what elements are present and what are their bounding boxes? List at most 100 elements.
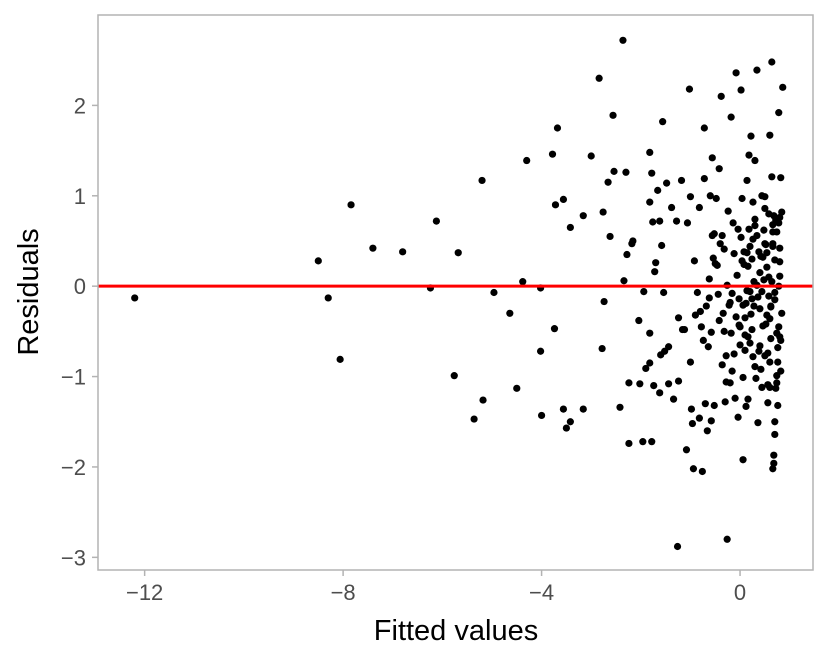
data-point [766,131,774,139]
data-point [674,377,683,385]
y-axis-title: Residuals [13,228,45,355]
data-point [774,358,782,366]
data-point [740,260,748,269]
data-point [697,323,705,331]
data-point [769,465,777,473]
data-point [695,414,703,422]
data-point [741,331,749,339]
data-point [710,401,718,410]
data-point [369,244,377,252]
data-point [756,342,764,350]
data-point [620,277,628,285]
data-point [750,278,758,286]
data-point [579,405,587,413]
data-point [771,288,779,297]
data-point [767,334,775,343]
data-point [750,302,758,310]
x-tick-label: 0 [734,580,746,605]
data-point [715,165,723,173]
data-point [669,395,678,403]
data-point [770,451,778,459]
data-point [761,240,769,248]
data-point [663,179,671,187]
data-point [723,535,731,543]
data-point [562,424,570,432]
data-point [432,217,440,225]
data-point [648,169,656,177]
data-point [720,327,728,335]
data-point [704,343,712,351]
data-point [747,310,755,318]
data-point [764,399,772,407]
y-tick-label: −3 [61,545,86,570]
data-point [722,352,730,360]
data-point [678,325,687,334]
data-point [707,328,715,336]
data-point [761,204,769,213]
data-point [751,222,759,230]
data-point [753,66,761,74]
x-tick-label: −12 [126,580,163,605]
data-point [685,85,694,93]
data-point [682,446,691,454]
data-point [646,329,654,337]
data-point [771,418,779,426]
y-tick-label: −2 [61,455,86,480]
data-point [654,186,662,194]
data-point [599,208,607,216]
data-point [513,384,521,392]
x-tick-label: −8 [331,580,356,605]
data-point [688,419,697,428]
y-tick-label: 0 [74,274,86,299]
data-point [478,176,486,185]
data-point [559,405,568,413]
data-point [749,353,757,361]
data-point [609,111,617,119]
data-point [776,213,784,222]
data-point [506,309,514,317]
data-point [131,294,139,302]
data-point [771,430,779,439]
data-point [732,69,740,77]
data-point [450,372,458,380]
data-point [553,124,562,132]
data-point [733,271,741,279]
data-point [774,344,782,352]
data-point [773,228,781,236]
data-point [706,192,714,200]
data-point [757,365,765,373]
data-point [775,323,783,331]
data-point [336,355,344,363]
data-point [719,309,727,317]
data-point [683,219,692,227]
data-point [775,219,783,227]
data-point [708,154,716,162]
data-point [746,339,754,347]
data-point [566,223,574,232]
data-point [551,201,560,209]
data-point [736,341,744,349]
data-point [347,201,355,209]
data-point [537,411,546,420]
data-point [771,296,779,304]
data-point [758,287,766,296]
data-point [656,389,664,397]
plot-frame [97,14,814,571]
plot-background [98,15,813,570]
data-point [770,459,778,467]
data-point [763,263,771,271]
data-point [768,58,776,66]
data-point [705,275,713,283]
data-point [701,400,709,408]
data-point [748,295,756,303]
data-point [745,151,753,159]
data-point [734,225,742,233]
data-point [587,152,595,160]
data-point [454,249,462,257]
data-point [686,358,695,366]
data-point [743,176,751,185]
data-point [748,255,756,263]
data-point [737,233,745,241]
y-tick-label: −1 [61,365,86,390]
data-point [718,361,726,369]
